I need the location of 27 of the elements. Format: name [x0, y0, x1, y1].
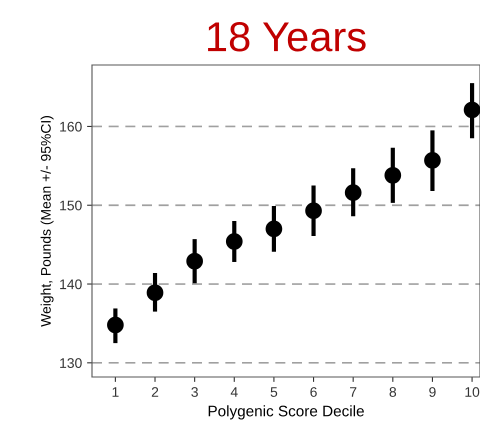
- point: [226, 233, 243, 250]
- point: [424, 152, 441, 169]
- x-tick-label: 4: [230, 387, 238, 397]
- x-tick-label: 8: [390, 387, 396, 397]
- x-axis-title: Polygenic Score Decile: [208, 405, 364, 420]
- point: [305, 202, 322, 220]
- y-tick-label: 140: [60, 279, 82, 290]
- point: [107, 316, 124, 334]
- x-tick-label: 5: [270, 387, 278, 397]
- x-tick-label: 3: [191, 387, 198, 397]
- y-tick-label: 150: [60, 200, 82, 210]
- y-tick-label: 130: [60, 358, 82, 368]
- point: [384, 166, 402, 184]
- point: [344, 184, 362, 201]
- x-tick-label: 6: [310, 387, 317, 397]
- x-tick-label: 2: [152, 387, 158, 397]
- y-axis-title: Weight, Pounds (Mean +/- 95%CI): [40, 116, 54, 327]
- x-tick-label: 9: [429, 387, 436, 397]
- point: [146, 284, 164, 302]
- point: [464, 102, 480, 118]
- point: [266, 220, 282, 238]
- point: [186, 252, 203, 270]
- y-tick-label: 160: [60, 122, 82, 132]
- chart-title: 18 Years: [208, 22, 366, 52]
- x-tick-label: 10: [465, 387, 480, 397]
- x-tick-label: 1: [112, 387, 119, 397]
- x-tick-label: 7: [350, 387, 356, 397]
